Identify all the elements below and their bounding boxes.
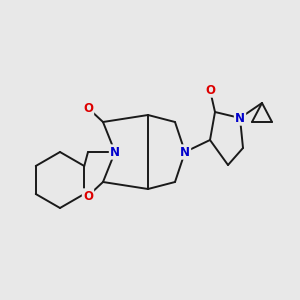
Text: N: N (180, 146, 190, 158)
Text: O: O (83, 190, 93, 202)
Text: N: N (235, 112, 245, 124)
Text: O: O (205, 83, 215, 97)
Text: O: O (83, 101, 93, 115)
Text: N: N (110, 146, 120, 158)
